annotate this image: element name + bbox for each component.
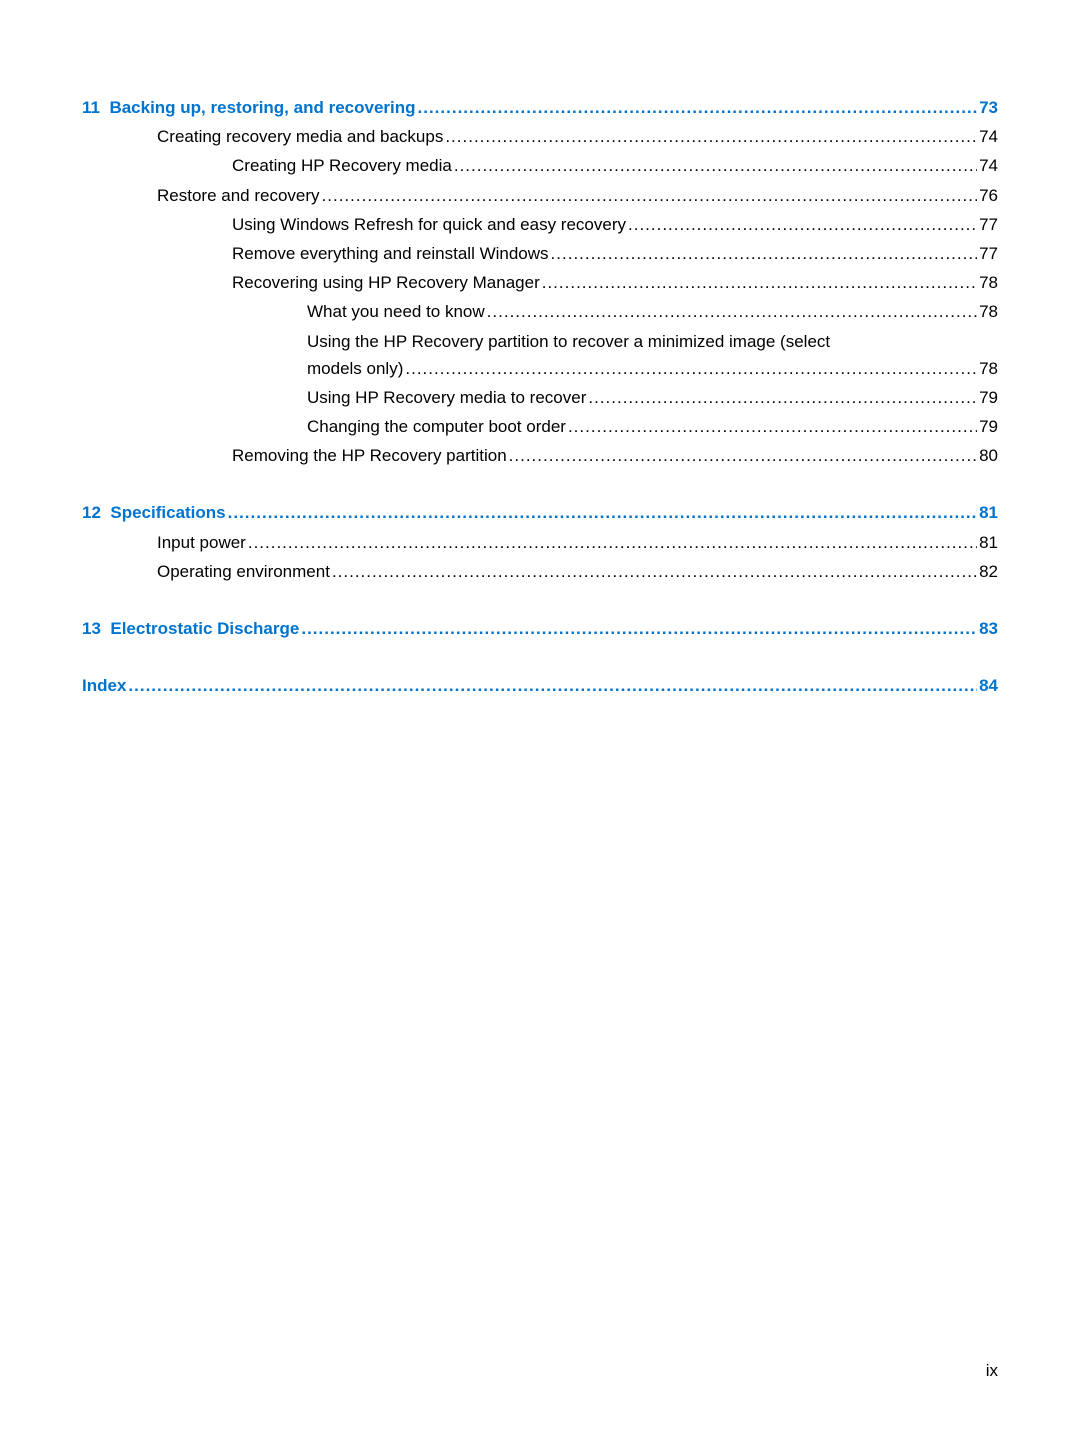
leader-dots <box>588 384 977 411</box>
chapter-page: 81 <box>979 499 998 526</box>
toc-page: 11 Backing up, restoring, and recovering… <box>0 0 1080 1437</box>
toc-item-title: Input power <box>157 529 246 556</box>
toc-chapter-13[interactable]: 13 Electrostatic Discharge 83 <box>82 615 998 642</box>
toc-item-wrapped[interactable]: Using the HP Recovery partition to recov… <box>307 328 998 382</box>
leader-dots <box>509 442 977 469</box>
chapter-number: 13 <box>82 619 101 638</box>
toc-item-page: 74 <box>979 152 998 179</box>
chapter-page: 83 <box>979 615 998 642</box>
toc-item-title: Creating HP Recovery media <box>232 152 452 179</box>
toc-item[interactable]: Restore and recovery 76 <box>157 182 998 209</box>
leader-dots <box>405 355 977 382</box>
leader-dots <box>248 529 977 556</box>
toc-item[interactable]: Remove everything and reinstall Windows … <box>232 240 998 267</box>
leader-dots <box>487 298 977 325</box>
toc-item-title: Restore and recovery <box>157 182 320 209</box>
chapter-number: 11 <box>82 98 100 117</box>
toc-item-page: 79 <box>979 384 998 411</box>
toc-item[interactable]: Operating environment 82 <box>157 558 998 585</box>
leader-dots <box>551 240 978 267</box>
chapter-title: Electrostatic Discharge <box>110 619 299 638</box>
toc-item-title: Using Windows Refresh for quick and easy… <box>232 211 626 238</box>
toc-item[interactable]: Creating HP Recovery media 74 <box>232 152 998 179</box>
toc-item-page: 81 <box>979 529 998 556</box>
toc-item-page: 78 <box>979 269 998 296</box>
toc-item[interactable]: Using Windows Refresh for quick and easy… <box>232 211 998 238</box>
toc-item-page: 76 <box>979 182 998 209</box>
chapter-title: Specifications <box>110 503 225 522</box>
chapter-page: 84 <box>979 672 998 699</box>
toc-item[interactable]: Using HP Recovery media to recover 79 <box>307 384 998 411</box>
toc-item-title: Operating environment <box>157 558 330 585</box>
toc-item-title-line2: models only) <box>307 355 403 382</box>
toc-item-title: Removing the HP Recovery partition <box>232 442 507 469</box>
toc-item-title: Remove everything and reinstall Windows <box>232 240 549 267</box>
toc-item-page: 77 <box>979 211 998 238</box>
toc-item-title: Using HP Recovery media to recover <box>307 384 586 411</box>
toc-item[interactable]: What you need to know 78 <box>307 298 998 325</box>
toc-chapter-index[interactable]: Index 84 <box>82 672 998 699</box>
toc-item[interactable]: Changing the computer boot order 79 <box>307 413 998 440</box>
leader-dots <box>542 269 977 296</box>
leader-dots <box>418 94 978 121</box>
toc-item-title: Changing the computer boot order <box>307 413 566 440</box>
leader-dots <box>301 615 977 642</box>
chapter-title: Index <box>82 672 126 699</box>
leader-dots <box>454 152 977 179</box>
toc-item-page: 77 <box>979 240 998 267</box>
toc-item-title: Recovering using HP Recovery Manager <box>232 269 540 296</box>
leader-dots <box>568 413 977 440</box>
toc-item-title-line1: Using the HP Recovery partition to recov… <box>307 328 998 355</box>
toc-item-title: What you need to know <box>307 298 485 325</box>
chapter-title: Backing up, restoring, and recovering <box>109 98 415 117</box>
toc-chapter-12[interactable]: 12 Specifications 81 <box>82 499 998 526</box>
toc-item-page: 82 <box>979 558 998 585</box>
leader-dots <box>628 211 977 238</box>
toc-item[interactable]: Input power 81 <box>157 529 998 556</box>
toc-item-page: 78 <box>979 355 998 382</box>
toc-item-page: 78 <box>979 298 998 325</box>
toc-item[interactable]: Recovering using HP Recovery Manager 78 <box>232 269 998 296</box>
chapter-page: 73 <box>979 94 998 121</box>
leader-dots <box>128 672 977 699</box>
page-number: ix <box>986 1361 998 1381</box>
leader-dots <box>445 123 977 150</box>
toc-item-title: Creating recovery media and backups <box>157 123 443 150</box>
toc-item-page: 79 <box>979 413 998 440</box>
toc-chapter-11[interactable]: 11 Backing up, restoring, and recovering… <box>82 94 998 121</box>
chapter-number: 12 <box>82 503 101 522</box>
leader-dots <box>228 499 977 526</box>
leader-dots <box>322 182 978 209</box>
toc-item[interactable]: Creating recovery media and backups 74 <box>157 123 998 150</box>
toc-item[interactable]: Removing the HP Recovery partition 80 <box>232 442 998 469</box>
toc-item-page: 80 <box>979 442 998 469</box>
leader-dots <box>332 558 977 585</box>
toc-item-page: 74 <box>979 123 998 150</box>
